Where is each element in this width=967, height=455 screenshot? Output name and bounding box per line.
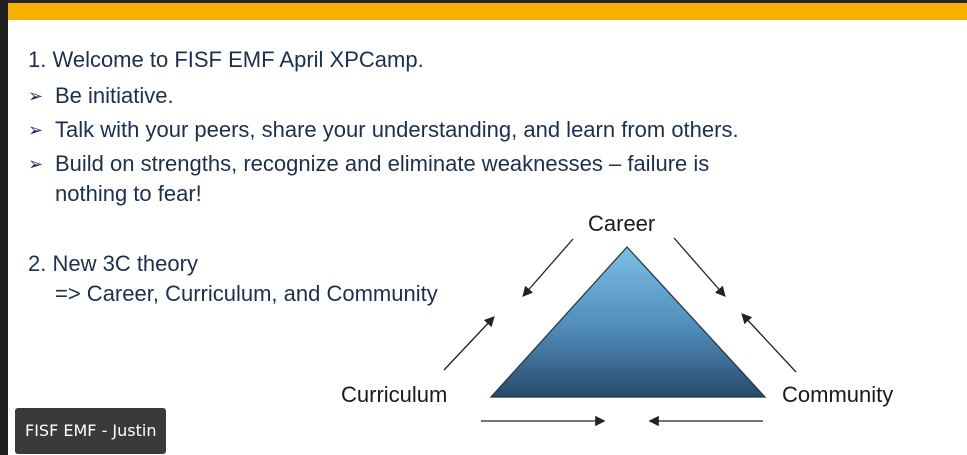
bullet-3: Build on strengths, recognize and elimin… — [55, 151, 710, 176]
slide-accent-bar — [8, 0, 967, 20]
shared-slide: 1. Welcome to FISF EMF April XPCamp. ➢ B… — [8, 0, 967, 455]
agenda-item-2: 2. New 3C theory — [28, 251, 198, 276]
career-label: Career — [588, 211, 656, 236]
arrow-bullet-icon: ➢ — [28, 86, 44, 106]
3c-triangle — [489, 246, 767, 398]
3c-triangle-diagram — [443, 237, 797, 427]
arrow-bullet-icon: ➢ — [28, 154, 44, 174]
arrow-curriculum-to-career — [443, 316, 495, 371]
curriculum-label: Curriculum — [341, 382, 448, 407]
community-label: Community — [782, 382, 894, 407]
bullet-1: Be initiative. — [55, 83, 174, 108]
slide-top-border — [8, 0, 967, 3]
arrow-bullet-icon: ➢ — [28, 120, 44, 140]
arrow-community-to-career — [741, 313, 797, 373]
bullet-2: Talk with your peers, share your underst… — [55, 117, 739, 142]
participant-name-tag: FISF EMF - Justin — [15, 408, 167, 454]
bullet-3-continuation: nothing to fear! — [55, 181, 202, 206]
arrow-career-to-curriculum — [522, 238, 574, 297]
agenda-item-1: 1. Welcome to FISF EMF April XPCamp. — [28, 47, 424, 72]
arrow-career-to-community — [673, 237, 726, 297]
agenda-item-2-detail: => Career, Curriculum, and Community — [55, 281, 438, 306]
